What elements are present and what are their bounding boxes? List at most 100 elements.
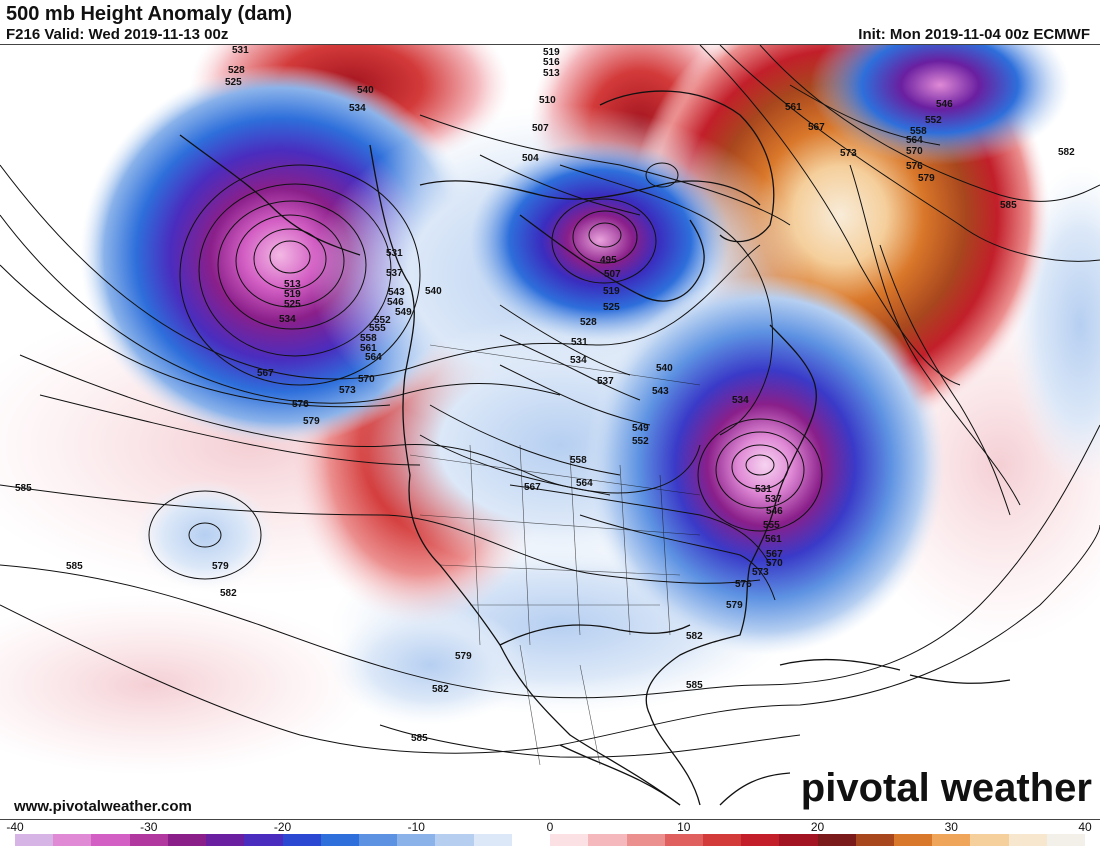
svg-text:507: 507 xyxy=(532,123,549,134)
svg-text:540: 540 xyxy=(357,85,374,96)
svg-text:525: 525 xyxy=(284,299,301,310)
alaska-coast xyxy=(179,134,361,256)
svg-text:585: 585 xyxy=(66,561,83,572)
svg-text:582: 582 xyxy=(1058,147,1075,158)
svg-text:582: 582 xyxy=(432,684,449,695)
caribbean-islands xyxy=(779,658,1011,684)
svg-text:576: 576 xyxy=(735,579,752,590)
colorbar-tick-label: 10 xyxy=(677,820,691,834)
colorbar-swatch xyxy=(53,834,92,846)
trough-hudson-bay xyxy=(470,140,730,340)
colorbar-swatch xyxy=(511,834,551,846)
svg-text:579: 579 xyxy=(726,600,743,611)
colorbar-swatch xyxy=(358,834,398,846)
svg-text:585: 585 xyxy=(15,483,32,494)
colorbar-swatch xyxy=(129,834,168,846)
svg-text:540: 540 xyxy=(656,363,673,374)
political-borders xyxy=(409,344,701,766)
svg-text:531: 531 xyxy=(571,337,588,348)
colorbar-tick-label: -40 xyxy=(6,820,24,834)
colorbar-tick-label: 40 xyxy=(1078,820,1092,834)
svg-text:531: 531 xyxy=(232,45,249,56)
height-contours xyxy=(0,45,1100,758)
svg-text:519: 519 xyxy=(543,47,560,58)
trough-subtropical-pacific xyxy=(135,480,275,590)
svg-text:579: 579 xyxy=(303,416,320,427)
colorbar-swatch xyxy=(702,834,742,846)
svg-text:546: 546 xyxy=(387,297,404,308)
colorbar-swatch xyxy=(855,834,895,846)
svg-text:585: 585 xyxy=(686,680,703,691)
svg-text:546: 546 xyxy=(766,506,783,517)
svg-text:573: 573 xyxy=(752,567,769,578)
svg-text:573: 573 xyxy=(339,385,356,396)
svg-text:558: 558 xyxy=(570,455,587,466)
svg-text:555: 555 xyxy=(763,520,780,531)
colorbar-swatch xyxy=(473,834,512,846)
hudson-bay-coast xyxy=(519,214,705,302)
colorbar: -40 -30 -20 -10 0 10 20 30 40 xyxy=(6,820,1092,848)
svg-text:552: 552 xyxy=(374,315,391,326)
svg-text:534: 534 xyxy=(279,314,296,325)
svg-text:564: 564 xyxy=(365,352,382,363)
colorbar-swatch xyxy=(779,834,818,846)
anomaly-map: 531 528 525 540 534 519 516 513 510 507 … xyxy=(0,44,1100,820)
colorbar-swatch xyxy=(397,834,436,846)
svg-text:537: 537 xyxy=(597,376,614,387)
svg-text:543: 543 xyxy=(652,386,669,397)
svg-text:537: 537 xyxy=(765,494,782,505)
svg-text:567: 567 xyxy=(808,122,825,133)
svg-text:504: 504 xyxy=(522,153,539,164)
svg-text:495: 495 xyxy=(600,255,617,266)
svg-text:570: 570 xyxy=(766,558,783,569)
svg-text:534: 534 xyxy=(349,103,366,114)
trough-north-atlantic xyxy=(810,45,1070,165)
colorbar-swatch xyxy=(167,834,207,846)
colorbar-swatch xyxy=(970,834,1009,846)
colorbar-tick-label: -20 xyxy=(273,820,292,834)
colorbar-swatch xyxy=(894,834,933,846)
svg-text:585: 585 xyxy=(411,733,428,744)
svg-text:510: 510 xyxy=(539,95,556,106)
colorbar-swatch xyxy=(15,834,54,846)
colorbar-swatch xyxy=(741,834,780,846)
svg-text:513: 513 xyxy=(284,279,301,290)
svg-text:525: 525 xyxy=(225,77,242,88)
svg-text:543: 543 xyxy=(388,287,405,298)
svg-text:552: 552 xyxy=(925,115,942,126)
valid-time: F216 Valid: Wed 2019-11-13 00z xyxy=(6,26,229,43)
colorbar-swatch xyxy=(932,834,971,846)
svg-text:579: 579 xyxy=(212,561,229,572)
colorbar-swatch xyxy=(244,834,283,846)
contour-labels: 531 528 525 540 534 519 516 513 510 507 … xyxy=(15,45,1075,744)
svg-text:561: 561 xyxy=(360,343,377,354)
svg-text:558: 558 xyxy=(360,333,377,344)
colorbar-swatch xyxy=(1008,834,1047,846)
central-america-coast xyxy=(559,744,791,806)
svg-text:564: 564 xyxy=(906,135,923,146)
svg-text:525: 525 xyxy=(603,302,620,313)
north-america-east-coast xyxy=(645,324,817,806)
colorbar-swatch xyxy=(435,834,474,846)
svg-text:549: 549 xyxy=(632,423,649,434)
svg-text:579: 579 xyxy=(455,651,472,662)
colorbar-tick-label: 0 xyxy=(546,820,554,834)
svg-text:567: 567 xyxy=(766,549,783,560)
svg-text:519: 519 xyxy=(284,289,301,300)
colorbar-swatch xyxy=(282,834,321,846)
colorbar-ticks: -40 -30 -20 -10 0 10 20 30 40 xyxy=(6,820,1091,834)
svg-text:579: 579 xyxy=(918,173,935,184)
svg-text:561: 561 xyxy=(765,534,782,545)
svg-text:564: 564 xyxy=(576,478,593,489)
colorbar-tick-label: 30 xyxy=(944,820,958,834)
colorbar-tick-label: -30 xyxy=(140,820,158,834)
brand-logo: pivotal weather xyxy=(800,766,1092,810)
svg-text:576: 576 xyxy=(906,161,923,172)
svg-text:570: 570 xyxy=(906,146,923,157)
svg-text:570: 570 xyxy=(358,374,375,385)
svg-text:573: 573 xyxy=(840,148,857,159)
svg-text:567: 567 xyxy=(257,368,274,379)
svg-text:513: 513 xyxy=(543,68,560,79)
arctic-coast xyxy=(419,180,761,206)
svg-text:546: 546 xyxy=(936,99,953,110)
